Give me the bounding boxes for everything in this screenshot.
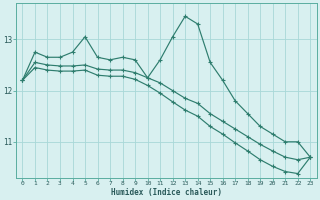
X-axis label: Humidex (Indice chaleur): Humidex (Indice chaleur) (111, 188, 222, 197)
